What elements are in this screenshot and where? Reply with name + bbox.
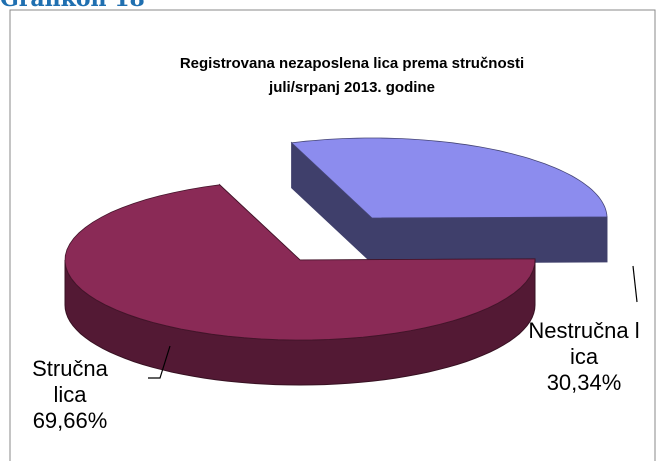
category-label: Nestručna lica [528, 318, 640, 369]
slice-side [371, 216, 608, 264]
slice [64, 184, 536, 341]
leader-line [148, 345, 171, 379]
pie [64, 137, 608, 386]
chart-title: juli/srpanj 2013. godine [268, 79, 435, 96]
leader-line [632, 265, 638, 303]
slice-label: Stručna lica 69,66% [22, 356, 118, 434]
chart-border [9, 9, 656, 461]
value-label: 69,66% [32, 408, 108, 433]
value-label: 30,34% [546, 370, 622, 395]
chart-title: Registrovana nezaposlena lica prema stru… [180, 55, 524, 72]
heading: Grafikon 18 [0, 0, 145, 12]
slice-label: Nestručna lica 30,34% [528, 318, 640, 396]
category-label: Stručna lica [32, 356, 108, 407]
slice [290, 137, 608, 219]
